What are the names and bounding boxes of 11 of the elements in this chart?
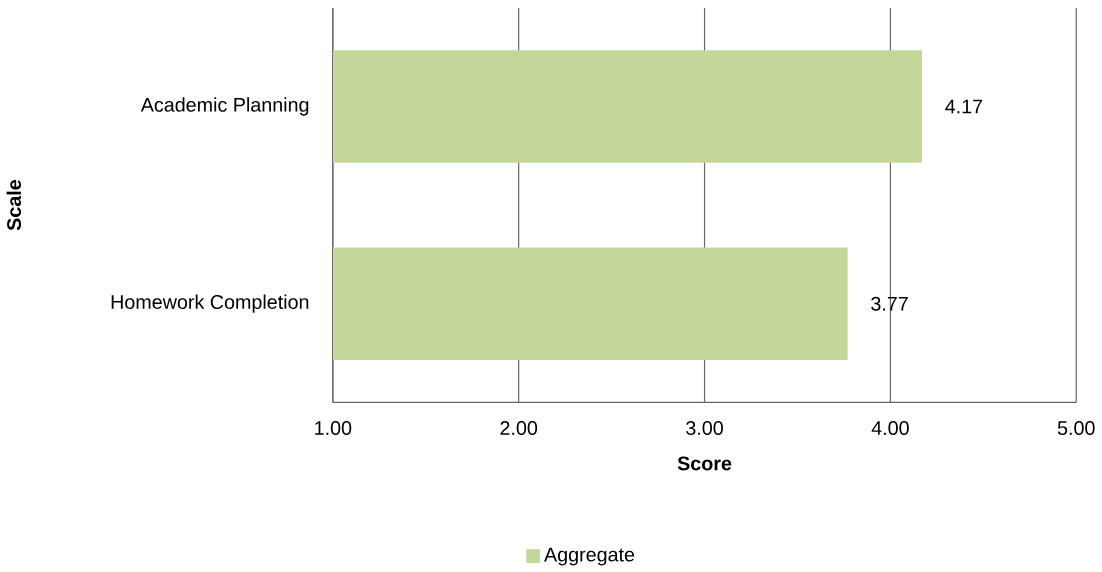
y-axis-title: Scale <box>6 179 22 231</box>
y-tick-label: Homework Completion <box>111 294 309 313</box>
data-label: 4.17 <box>945 99 983 114</box>
x-axis-title: Score <box>677 456 732 471</box>
y-tick-label: Academic Planning <box>140 97 309 116</box>
x-tick-label: 4.00 <box>871 420 909 435</box>
x-tick-label: 5.00 <box>1057 420 1095 435</box>
legend-label: Aggregate <box>544 547 635 566</box>
x-tick-label: 1.00 <box>315 420 352 435</box>
x-tick-label: 2.00 <box>500 420 538 435</box>
x-tick-label: 3.00 <box>686 420 723 435</box>
